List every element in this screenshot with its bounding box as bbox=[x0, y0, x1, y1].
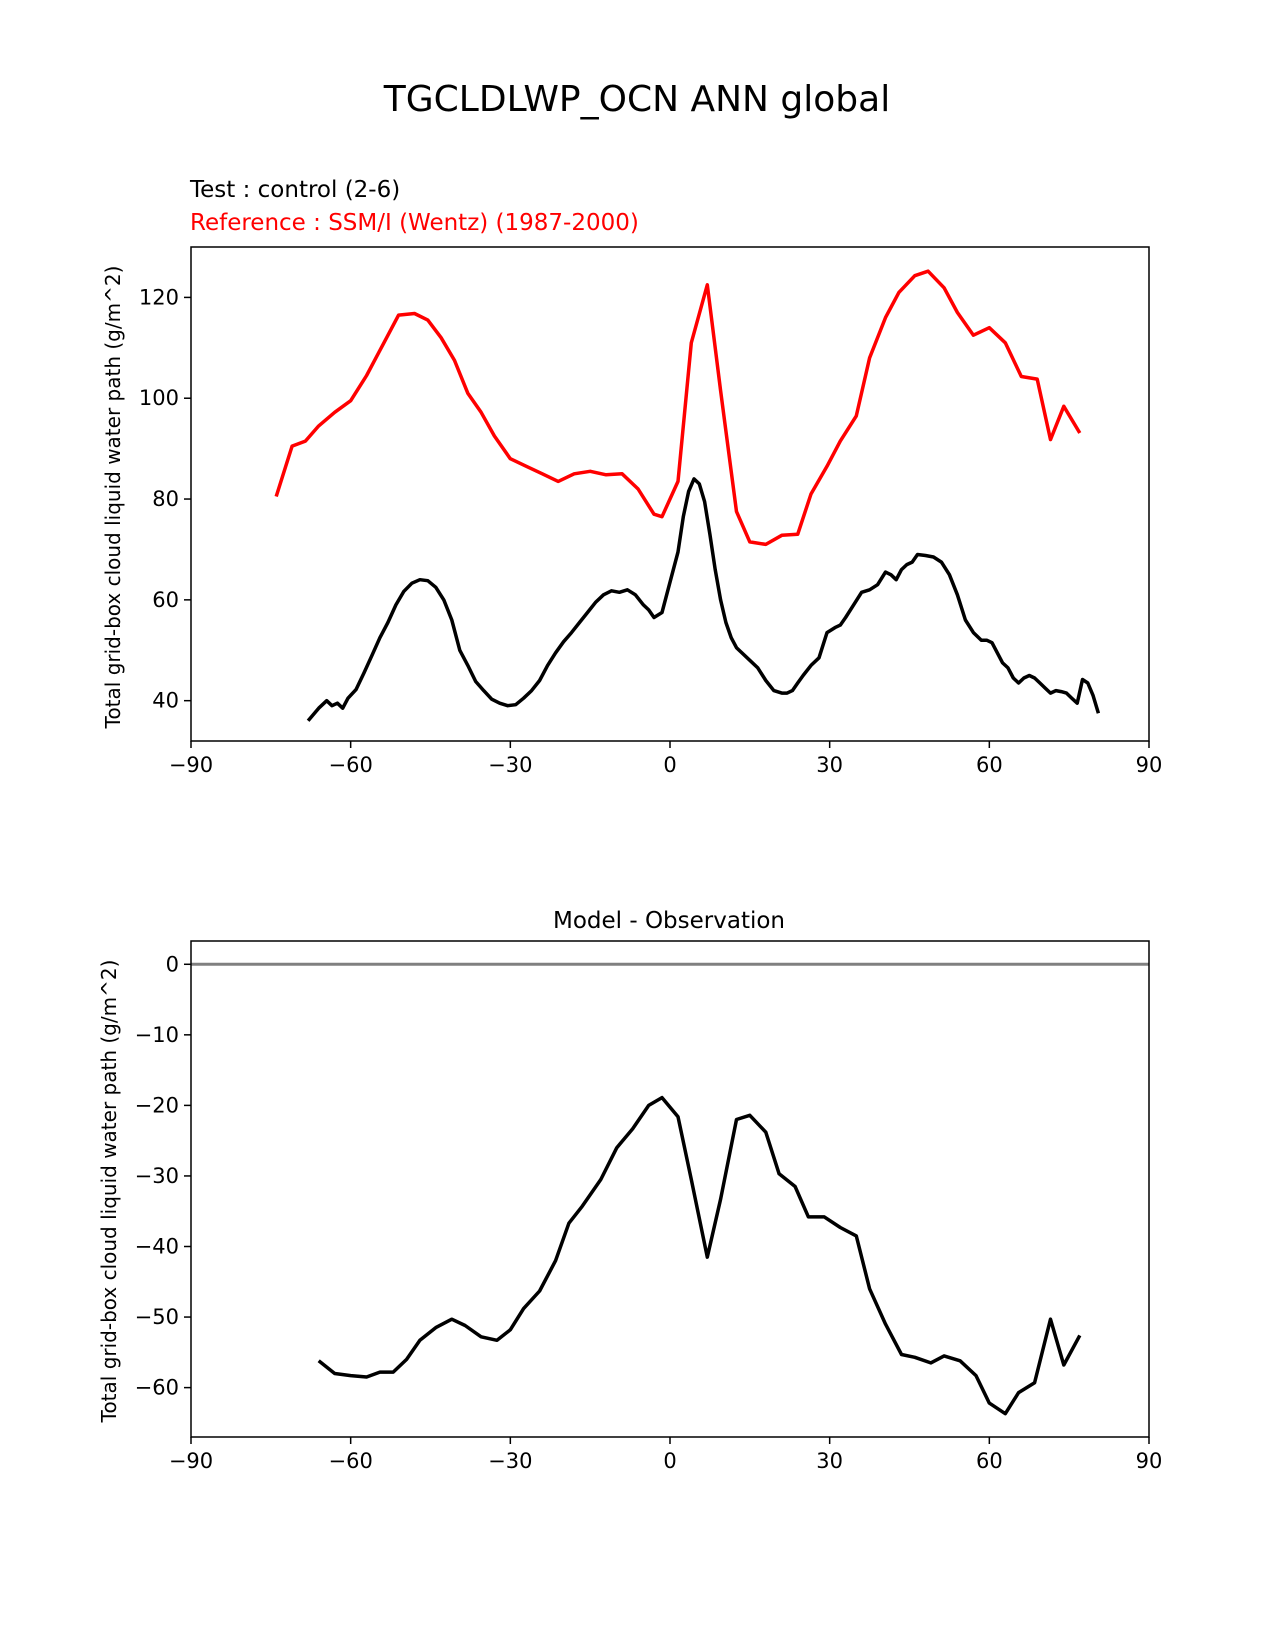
bottom-panel: Model - Observation Total grid-box cloud… bbox=[97, 908, 1162, 1473]
y-tick-label: 0 bbox=[166, 952, 179, 976]
x-tick-label: 30 bbox=[816, 753, 843, 777]
y-tick-label: 40 bbox=[152, 689, 179, 713]
x-tick-label: 60 bbox=[976, 753, 1003, 777]
y-tick-label: −20 bbox=[135, 1093, 179, 1117]
difference-series-line bbox=[317, 1095, 1082, 1416]
top-axis-ticks: −90 −60 −30 0 30 60 90 40 60 80 100 120 bbox=[139, 285, 1162, 777]
y-tick-label: −10 bbox=[135, 1023, 179, 1047]
bottom-series-lines bbox=[191, 962, 1149, 1416]
x-tick-label: 90 bbox=[1136, 1449, 1163, 1473]
top-series-lines bbox=[274, 269, 1101, 722]
x-tick-label: −90 bbox=[169, 1449, 213, 1473]
y-tick-label: −40 bbox=[135, 1235, 179, 1259]
test-title: Test : control (2-6) bbox=[189, 177, 400, 203]
x-tick-label: 90 bbox=[1136, 753, 1163, 777]
bottom-axis-ticks: −90 −60 −30 0 30 60 90 0 −10 −20 −30 −40 −50 −60 bbox=[135, 952, 1163, 1473]
y-tick-label: −30 bbox=[135, 1164, 179, 1188]
bottom-y-axis-label: Total grid-box cloud liquid water path (… bbox=[97, 960, 121, 1424]
y-tick-label: 60 bbox=[152, 588, 179, 612]
figure-title: TGCLDLWP_OCN ANN global bbox=[383, 79, 890, 120]
x-tick-label: 30 bbox=[816, 1449, 843, 1473]
reference-series-line bbox=[274, 269, 1082, 547]
x-tick-label: 0 bbox=[663, 753, 676, 777]
x-tick-label: −60 bbox=[329, 1449, 373, 1473]
top-plot-frame bbox=[190, 246, 1150, 742]
x-tick-label: −30 bbox=[488, 1449, 532, 1473]
y-tick-label: −60 bbox=[135, 1376, 179, 1400]
reference-title: Reference : SSM/I (Wentz) (1987-2000) bbox=[190, 210, 639, 236]
x-tick-label: 0 bbox=[663, 1449, 676, 1473]
y-tick-label: −50 bbox=[135, 1305, 179, 1329]
y-tick-label: 80 bbox=[152, 487, 179, 511]
x-tick-label: 60 bbox=[976, 1449, 1003, 1473]
x-tick-label: −60 bbox=[329, 753, 373, 777]
top-panel: Test : control (2-6) Reference : SSM/I (… bbox=[101, 177, 1162, 777]
y-tick-label: 120 bbox=[139, 285, 179, 309]
y-tick-label: 100 bbox=[139, 386, 179, 410]
top-y-axis-label: Total grid-box cloud liquid water path (… bbox=[101, 266, 125, 730]
difference-title: Model - Observation bbox=[553, 908, 785, 934]
x-tick-label: −30 bbox=[488, 753, 532, 777]
bottom-plot-frame bbox=[190, 940, 1150, 1438]
x-tick-label: −90 bbox=[169, 753, 213, 777]
test-series-line bbox=[306, 477, 1101, 722]
